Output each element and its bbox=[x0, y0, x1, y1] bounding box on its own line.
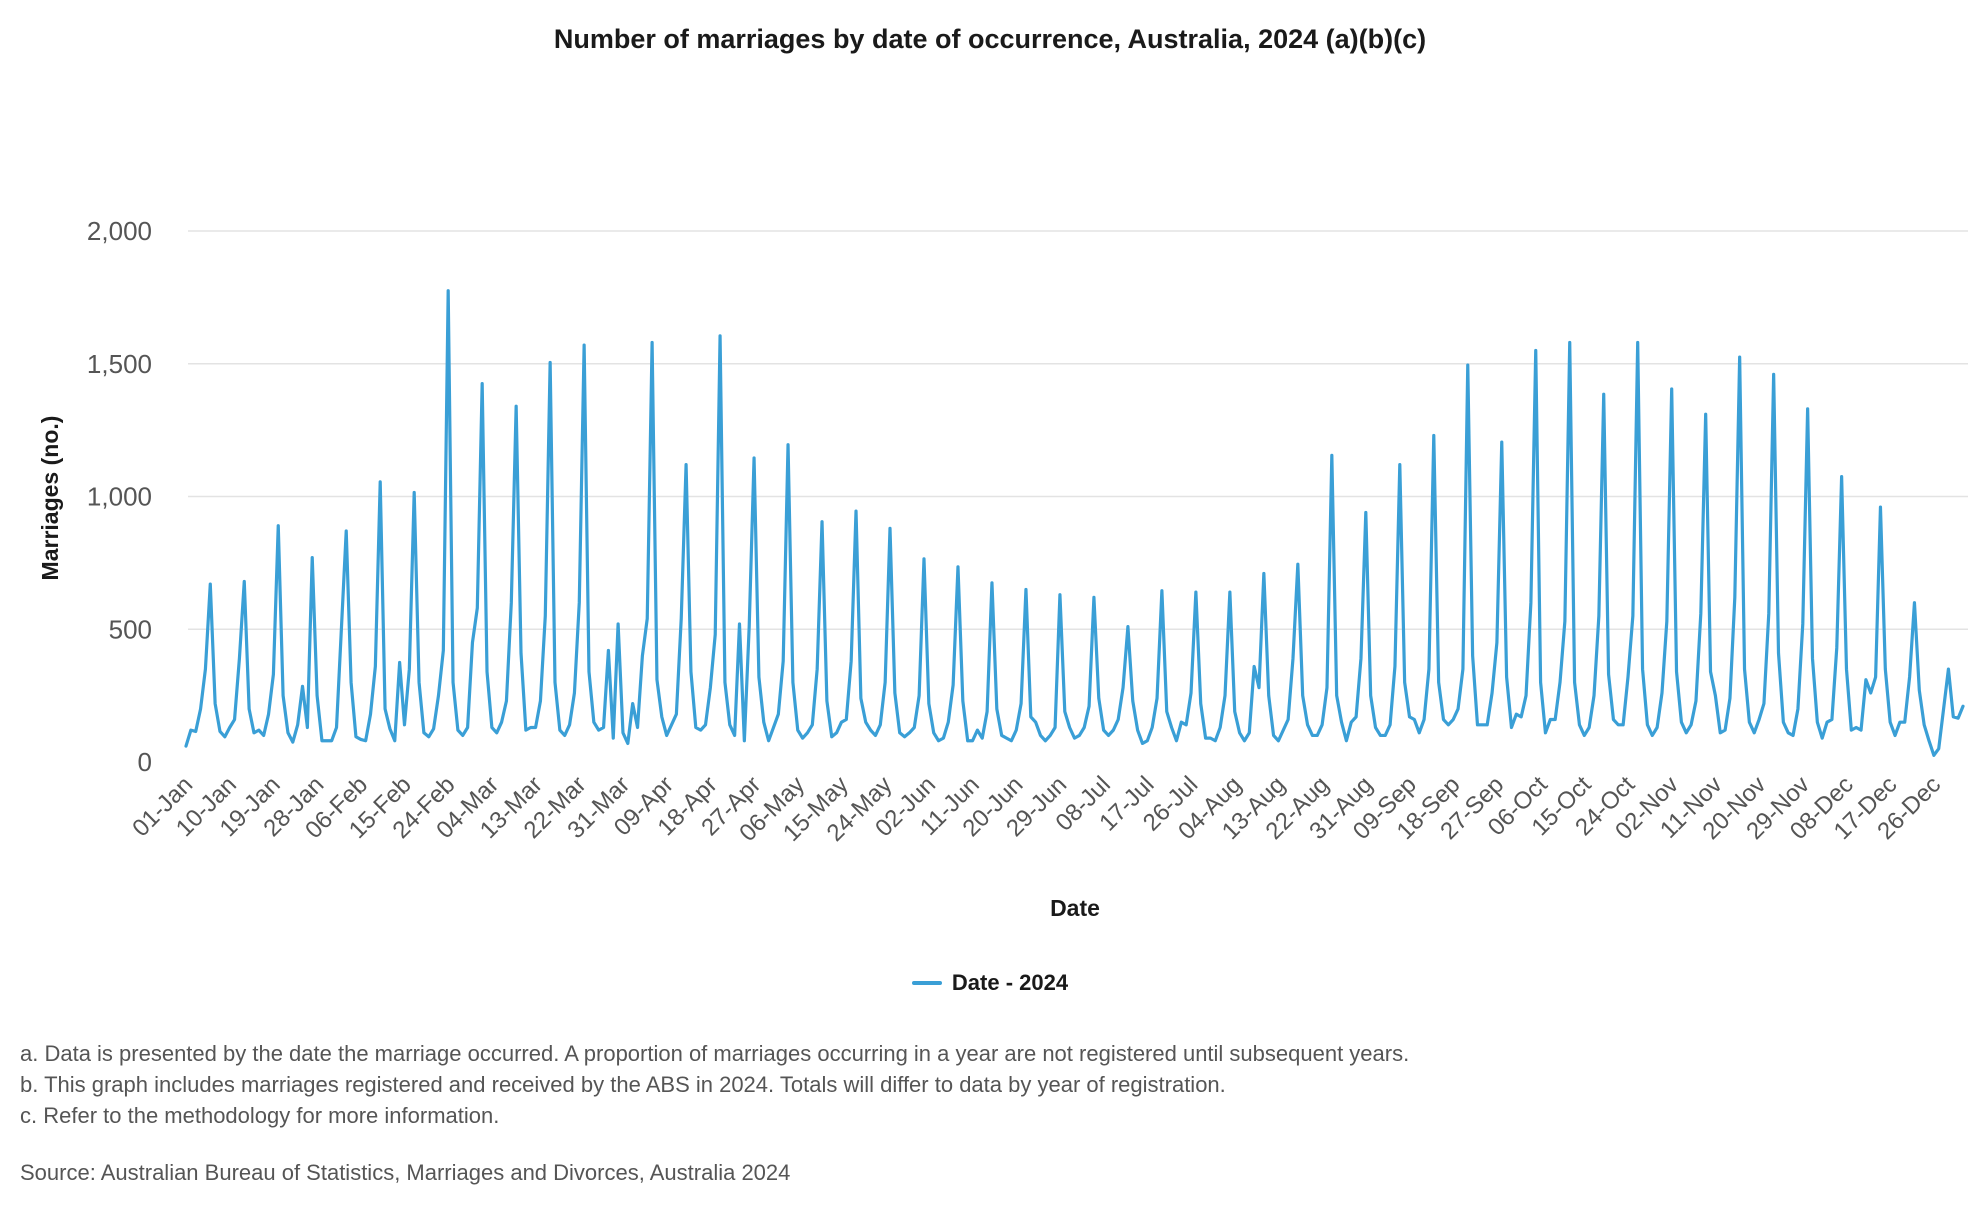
y-axis-ticks: 0 500 1,000 1,500 2,000 bbox=[87, 216, 152, 777]
x-axis-ticks: 01-Jan10-Jan19-Jan28-Jan06-Feb15-Feb24-F… bbox=[127, 771, 1946, 847]
legend[interactable]: Date - 2024 bbox=[0, 970, 1980, 996]
x-axis-title: Date bbox=[1050, 895, 1100, 921]
y-tick-label: 2,000 bbox=[87, 216, 152, 246]
y-tick-label: 500 bbox=[109, 614, 152, 644]
footnote-b: b. This graph includes marriages registe… bbox=[20, 1072, 1226, 1097]
footnote-a: a. Data is presented by the date the mar… bbox=[20, 1041, 1410, 1066]
legend-label: Date - 2024 bbox=[951, 970, 1069, 995]
footnote-c: c. Refer to the methodology for more inf… bbox=[20, 1103, 500, 1128]
source-note: Source: Australian Bureau of Statistics,… bbox=[20, 1160, 791, 1185]
legend-swatch bbox=[911, 981, 942, 985]
chart-title: Number of marriages by date of occurrenc… bbox=[553, 24, 1427, 54]
series-line-date-2024[interactable] bbox=[184, 289, 1965, 757]
y-tick-label: 0 bbox=[138, 747, 152, 777]
y-tick-label: 1,000 bbox=[87, 482, 152, 512]
y-tick-label: 1,500 bbox=[87, 349, 152, 379]
footnotes: a. Data is presented by the date the mar… bbox=[20, 1038, 1409, 1131]
line-chart: 0 500 1,000 1,500 2,000 01-Jan10-Jan19-Jan28… bbox=[37, 216, 1968, 921]
y-axis-title: Marriages (no.) bbox=[37, 416, 63, 581]
